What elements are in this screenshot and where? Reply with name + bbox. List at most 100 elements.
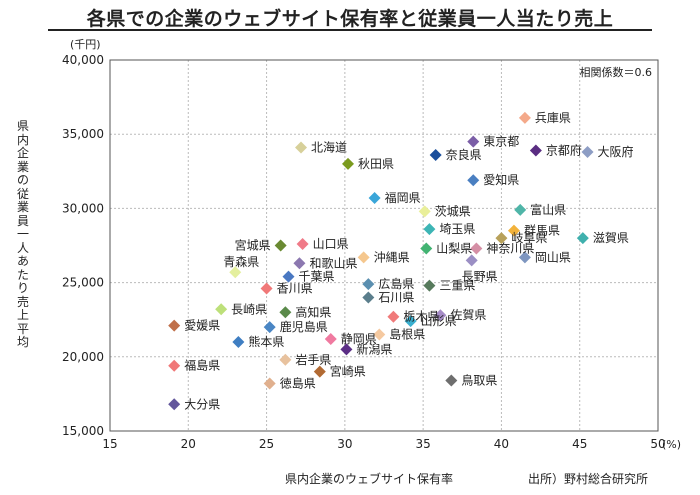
point-label: 宮崎県 [330, 364, 366, 379]
point-label: 山口県 [313, 237, 349, 251]
x-tick-labels: 15 20 25 30 35 40 45 50 [102, 437, 665, 451]
point-label: 福岡県 [385, 190, 421, 205]
data-point [467, 135, 480, 148]
y-tick-label: 40,000 [62, 53, 104, 67]
x-tick-label: 20 [181, 437, 196, 451]
data-point [274, 239, 287, 252]
y-tick-label: 30,000 [62, 201, 104, 215]
data-point [465, 254, 478, 267]
y-tick-label: 25,000 [62, 276, 104, 290]
point-label: 千葉県 [298, 270, 334, 284]
x-tick-label: 40 [494, 437, 509, 451]
data-point [362, 291, 375, 304]
x-tick-label: 15 [102, 437, 117, 451]
point-label: 秋田県 [358, 157, 394, 171]
data-point [518, 251, 531, 264]
source-note: 出所）野村総合研究所 [528, 472, 649, 486]
point-label: 岡山県 [535, 250, 571, 264]
point-label: 山梨県 [436, 241, 472, 255]
data-point [362, 278, 375, 291]
point-label: 栃木県 [403, 310, 439, 324]
correlation-annotation: 相関係数＝0.6 [580, 66, 653, 79]
data-point [423, 279, 436, 292]
point-label: 徳島県 [280, 376, 316, 391]
data-point [263, 377, 276, 390]
plot-frame [109, 59, 659, 432]
y-tick-label: 35,000 [62, 127, 104, 141]
data-point [215, 303, 228, 316]
point-label: 香川県 [277, 282, 313, 296]
data-point [445, 374, 458, 387]
point-label: 静岡県 [341, 332, 377, 346]
data-point [263, 321, 276, 334]
title-underline [48, 29, 652, 31]
data-point [507, 224, 520, 237]
x-tick-label: 35 [416, 437, 431, 451]
data-point [518, 111, 531, 124]
y-unit-label: (千円) [70, 38, 101, 51]
grid [110, 60, 658, 431]
point-label: 兵庫県 [535, 111, 571, 125]
point-label: 佐賀県 [450, 308, 486, 322]
data-point [260, 282, 273, 295]
data-point [373, 328, 386, 341]
data-point [357, 251, 370, 264]
data-point [387, 310, 400, 323]
point-label: 神奈川県 [486, 241, 534, 255]
x-tick-label: 25 [259, 437, 274, 451]
data-points [168, 111, 594, 411]
data-point [296, 238, 309, 251]
point-label: 島根県 [389, 327, 425, 342]
point-label: 新潟県 [356, 341, 392, 356]
data-point [470, 242, 483, 255]
point-label: 長崎県 [231, 302, 267, 316]
data-point [576, 232, 589, 245]
point-label: 石川県 [378, 290, 414, 304]
data-point [340, 343, 353, 356]
x-tick-label: 45 [572, 437, 587, 451]
data-point [279, 353, 292, 366]
x-axis-label: 県内企業のウェブサイト保有率 [285, 472, 454, 486]
data-point [279, 306, 292, 319]
point-label: 群馬県 [524, 224, 560, 238]
point-label: 広島県 [378, 276, 414, 291]
data-point [429, 148, 442, 161]
point-label: 大阪府 [598, 144, 634, 159]
data-point [404, 315, 417, 328]
point-label: 高知県 [295, 304, 331, 319]
point-label: 京都府 [546, 143, 582, 158]
data-point [418, 205, 431, 218]
point-label: 福島県 [184, 358, 220, 373]
point-label: 大分県 [184, 397, 220, 411]
data-point [467, 174, 480, 187]
data-point [495, 232, 508, 245]
point-label: 岐阜県 [511, 231, 547, 245]
y-axis-label: 県内企業の従業員一人あたり売上平均 [16, 119, 29, 349]
data-point [529, 144, 542, 157]
data-point [341, 157, 354, 170]
point-label: 茨城県 [435, 204, 471, 218]
point-label: 鳥取県 [461, 373, 497, 388]
point-label: 沖縄県 [374, 249, 410, 264]
data-point [168, 359, 181, 372]
data-point [581, 146, 594, 159]
x-tick-label: 30 [337, 437, 352, 451]
data-point [229, 266, 242, 279]
data-point [168, 319, 181, 332]
point-label: 熊本県 [248, 334, 284, 349]
data-point [293, 257, 306, 270]
point-label: 岩手県 [295, 352, 331, 367]
data-point [368, 192, 381, 205]
point-label: 長野県 [462, 269, 498, 283]
point-label: 愛知県 [483, 173, 519, 187]
data-point [434, 309, 447, 322]
point-label: 三重県 [439, 279, 475, 293]
point-label: 北海道 [311, 140, 347, 155]
point-label: 富山県 [530, 202, 566, 217]
point-label: 山形県 [421, 314, 457, 328]
data-point [324, 332, 337, 345]
data-point [232, 335, 245, 348]
data-point [420, 242, 433, 255]
